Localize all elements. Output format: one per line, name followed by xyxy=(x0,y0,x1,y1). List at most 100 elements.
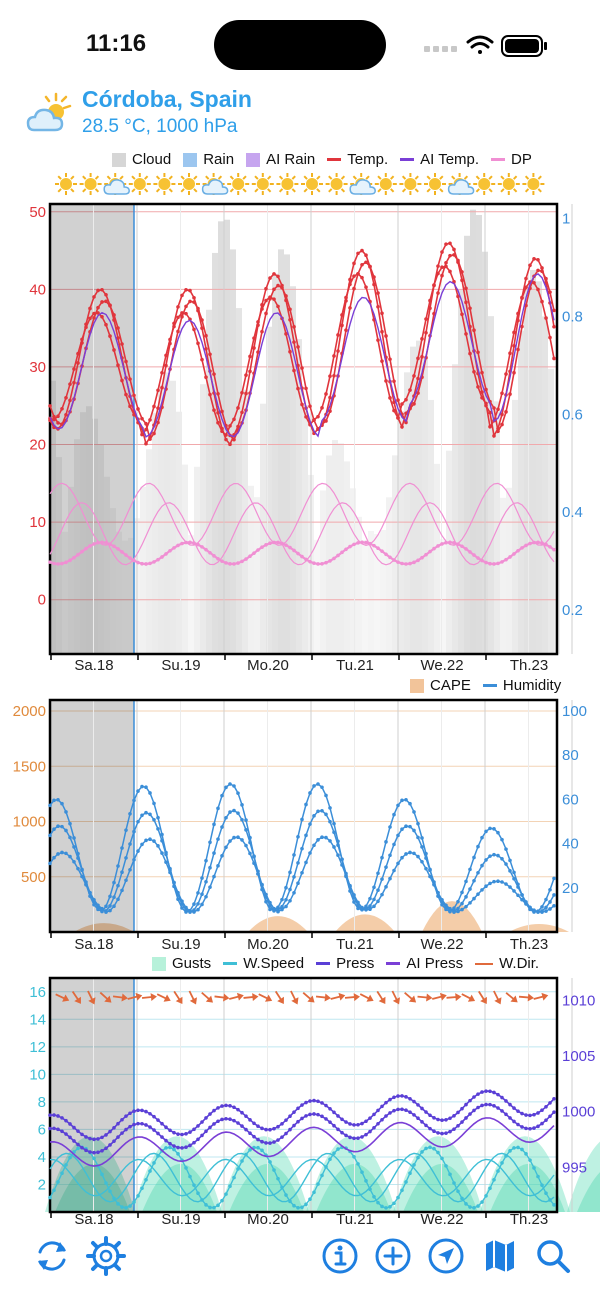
legend-label: AI Press xyxy=(406,955,464,972)
wind-direction-arrows xyxy=(55,990,549,1005)
legend-item-press: Press xyxy=(316,955,374,972)
legend-line xyxy=(316,962,331,965)
legend-label: Press xyxy=(336,955,375,972)
right-y-tick-label: 0.8 xyxy=(562,309,583,326)
sun-icon xyxy=(227,173,250,195)
x-tick-label: Sa.18 xyxy=(74,1211,113,1228)
x-tick-label: We.22 xyxy=(420,1211,463,1228)
legend-swatch xyxy=(152,956,166,971)
x-tick-label: We.22 xyxy=(420,936,463,953)
legend-line xyxy=(491,158,506,161)
legend-label: AI Temp. xyxy=(420,151,480,168)
left-y-tick-label: 12 xyxy=(29,1039,46,1056)
dew-point-series-0 xyxy=(48,540,556,566)
sun-icon xyxy=(473,173,496,195)
dynamic-island xyxy=(214,20,386,70)
add-icon[interactable] xyxy=(373,1236,413,1276)
sun-icon xyxy=(178,173,200,195)
x-tick-label: Tu.21 xyxy=(336,936,374,953)
partly-cloudy-icon xyxy=(349,173,376,195)
legend-label: Temp. xyxy=(347,151,389,168)
left-y-tick-label: 8 xyxy=(38,1094,46,1111)
right-y-tick-label: 0.6 xyxy=(562,406,583,423)
left-y-tick-label: 4 xyxy=(38,1149,46,1166)
past-time-shade xyxy=(50,978,134,1212)
left-y-tick-label: 1000 xyxy=(13,814,46,831)
chart-legend-humidity: CAPE Humidity xyxy=(410,677,573,694)
legend-item-w-dir: W.Dir. xyxy=(475,955,539,972)
x-tick-label: Th.23 xyxy=(510,936,548,953)
legend-label: AI Rain xyxy=(266,151,316,168)
refresh-icon[interactable] xyxy=(32,1236,72,1276)
legend-label: W.Dir. xyxy=(499,955,540,972)
x-tick-label: Th.23 xyxy=(510,657,548,673)
legend-item-rain: Rain xyxy=(183,151,234,168)
partly-cloudy-icon xyxy=(201,173,229,195)
location-arrow-icon[interactable] xyxy=(426,1236,466,1276)
left-y-tick-label: 10 xyxy=(29,1066,46,1083)
partly-cloudy-icon xyxy=(447,173,475,195)
left-y-tick-label: 50 xyxy=(29,204,46,221)
search-icon[interactable] xyxy=(533,1236,573,1276)
right-y-tick-label: 0.2 xyxy=(562,602,583,619)
temperature-chart[interactable]: Sa.18 Su.19 Mo.20 Tu.21 We.22 Th.23 0 10 20 30 40 5… xyxy=(0,198,600,673)
right-y-tick-label: 1000 xyxy=(562,1104,595,1121)
x-tick-label: Su.19 xyxy=(161,657,200,673)
x-tick-label: Su.19 xyxy=(161,1211,200,1228)
sun-icon xyxy=(128,173,151,195)
x-tick-label: Mo.20 xyxy=(247,936,289,953)
legend-item-cloud: Cloud xyxy=(112,151,171,168)
cape-area xyxy=(74,901,569,932)
legend-arrow-icon xyxy=(475,962,494,965)
status-icons xyxy=(424,35,547,57)
right-y-tick-label: 40 xyxy=(562,836,579,853)
left-y-tick-label: 2000 xyxy=(13,703,46,720)
x-tick-label: Tu.21 xyxy=(336,1211,374,1228)
wind-speed-series-2 xyxy=(49,1158,555,1197)
sun-icon xyxy=(325,173,348,195)
legend-item-gusts: Gusts xyxy=(152,955,211,972)
legend-label: Cloud xyxy=(132,151,172,168)
partly-cloudy-icon xyxy=(26,92,72,132)
settings-gear-icon[interactable] xyxy=(86,1236,126,1276)
legend-line xyxy=(223,962,238,965)
x-tick-label: We.22 xyxy=(420,657,463,673)
x-tick-label: Su.19 xyxy=(161,936,200,953)
partly-cloudy-icon xyxy=(103,173,130,195)
map-icon[interactable] xyxy=(480,1236,520,1276)
left-y-tick-label: 40 xyxy=(29,281,46,298)
chart-legend-wind: Gusts W.Speed Press AI Press W.Dir. xyxy=(152,955,551,972)
plot-frame xyxy=(48,202,559,656)
right-y-tick-label: 995 xyxy=(562,1159,587,1176)
x-tick-label: Mo.20 xyxy=(247,657,289,673)
location-title[interactable]: Córdoba, Spain xyxy=(82,86,252,112)
sun-icon xyxy=(522,173,545,195)
x-tick-label: Tu.21 xyxy=(336,657,374,673)
legend-item-dp: DP xyxy=(491,151,532,168)
sun-icon xyxy=(424,173,446,195)
right-y-tick-label: 20 xyxy=(562,880,579,897)
humidity-cape-chart[interactable]: Sa.18 Su.19 Mo.20 Tu.21 We.22 Th.23 500 1000 150… xyxy=(0,694,600,956)
legend-item-humidity: Humidity xyxy=(482,677,561,694)
pressure-series-1 xyxy=(48,1102,556,1155)
left-y-tick-label: 0 xyxy=(38,592,46,609)
right-y-tick-label: 1010 xyxy=(562,992,595,1009)
legend-label: Rain xyxy=(203,151,235,168)
pressure-series-0 xyxy=(48,1089,556,1142)
signal-icon xyxy=(424,46,457,52)
legend-label: W.Speed xyxy=(243,955,305,972)
legend-line xyxy=(400,158,415,161)
left-y-tick-label: 2 xyxy=(38,1176,46,1193)
legend-item-cape: CAPE xyxy=(410,677,471,694)
legend-line xyxy=(386,962,401,965)
x-tick-label: Mo.20 xyxy=(247,1211,289,1228)
left-y-tick-label: 500 xyxy=(21,869,46,886)
sun-icon xyxy=(497,173,520,195)
wind-pressure-chart[interactable]: Sa.18 Su.19 Mo.20 Tu.21 We.22 Th.23 2 4 6 8 10 12 14… xyxy=(0,972,600,1232)
info-icon[interactable] xyxy=(320,1236,360,1276)
right-y-tick-label: 60 xyxy=(562,791,579,808)
left-y-tick-label: 30 xyxy=(29,359,46,376)
right-y-tick-label: 1 xyxy=(562,211,570,228)
legend-label: Gusts xyxy=(172,955,212,972)
sun-icon xyxy=(399,173,422,195)
